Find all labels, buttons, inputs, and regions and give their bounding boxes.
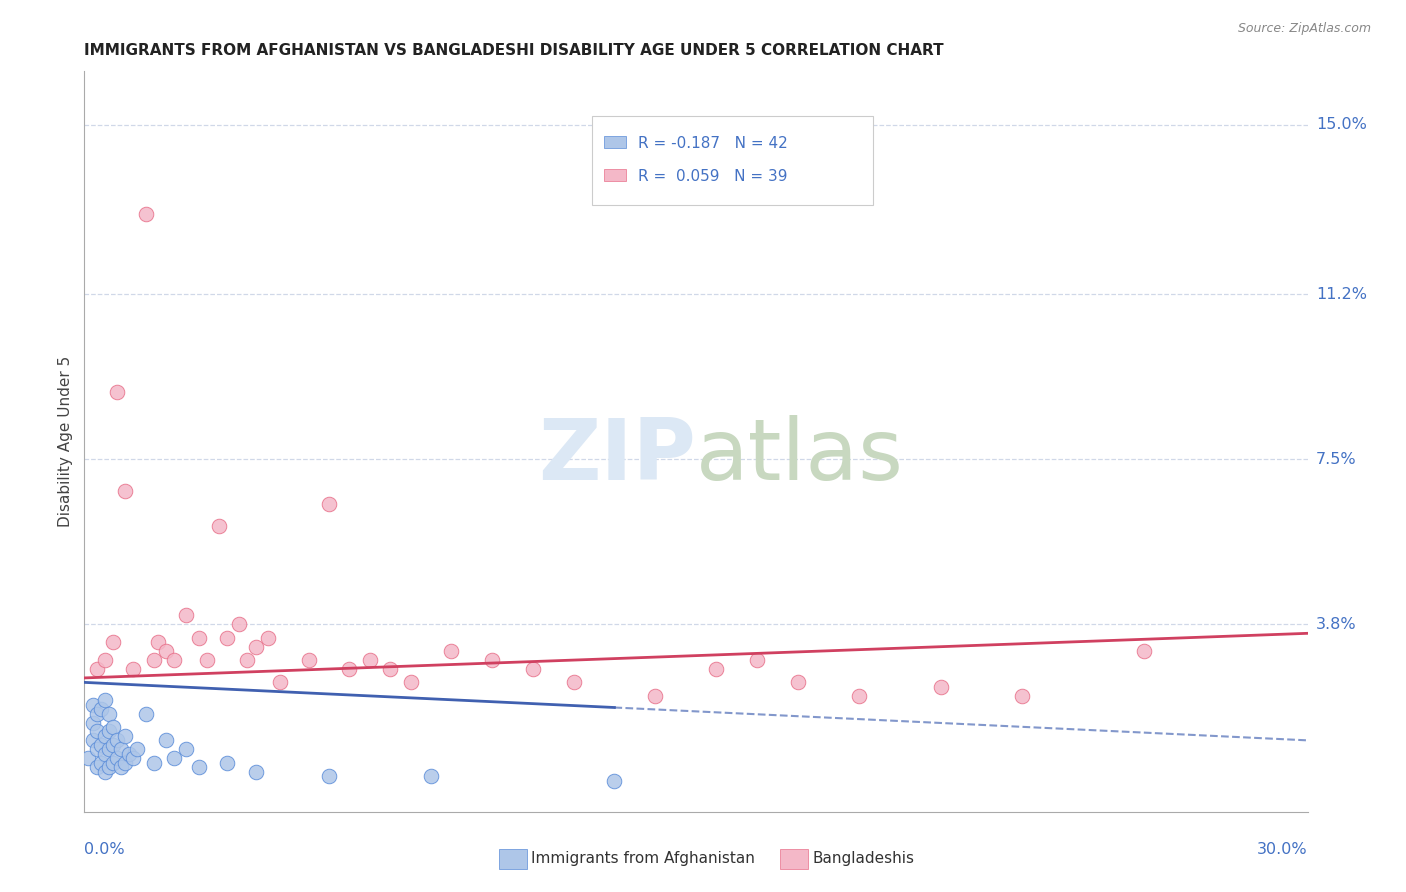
Point: [135, 207, 157, 221]
Point: [142, 756, 165, 770]
Point: [118, 747, 141, 761]
Text: Source: ZipAtlas.com: Source: ZipAtlas.com: [1237, 22, 1371, 36]
Point: [603, 773, 626, 788]
Point: [142, 653, 165, 667]
Point: [187, 631, 209, 645]
Point: [77, 751, 100, 765]
Point: [228, 617, 250, 632]
Point: [86, 760, 108, 774]
Point: [86, 706, 108, 721]
Y-axis label: Disability Age Under 5: Disability Age Under 5: [58, 356, 73, 527]
Point: [562, 675, 585, 690]
Point: [174, 608, 197, 623]
Point: [318, 497, 340, 511]
Text: IMMIGRANTS FROM AFGHANISTAN VS BANGLADESHI DISABILITY AGE UNDER 5 CORRELATION CH: IMMIGRANTS FROM AFGHANISTAN VS BANGLADES…: [84, 43, 943, 58]
Point: [195, 653, 218, 667]
Text: 11.2%: 11.2%: [1316, 287, 1367, 301]
Point: [380, 662, 402, 676]
Point: [93, 729, 115, 743]
Point: [245, 640, 267, 654]
Point: [93, 747, 115, 761]
Point: [522, 662, 544, 676]
Point: [298, 653, 321, 667]
Point: [101, 738, 124, 752]
Point: [1133, 644, 1156, 658]
Point: [97, 706, 120, 721]
FancyBboxPatch shape: [592, 116, 873, 204]
Point: [217, 631, 239, 645]
Point: [747, 653, 769, 667]
Point: [105, 751, 128, 765]
Point: [155, 644, 177, 658]
Point: [318, 769, 340, 783]
Point: [420, 769, 443, 783]
Text: 15.0%: 15.0%: [1316, 118, 1367, 132]
Point: [163, 751, 186, 765]
Text: Bangladeshis: Bangladeshis: [813, 851, 915, 865]
Point: [110, 760, 132, 774]
Point: [105, 733, 128, 747]
Point: [399, 675, 422, 690]
Point: [440, 644, 463, 658]
Point: [97, 760, 120, 774]
Point: [82, 715, 104, 730]
Point: [208, 519, 231, 533]
Point: [257, 631, 280, 645]
Point: [110, 742, 132, 756]
Point: [187, 760, 209, 774]
Text: 30.0%: 30.0%: [1257, 842, 1308, 857]
FancyBboxPatch shape: [605, 169, 626, 181]
Point: [82, 698, 104, 712]
Point: [105, 385, 128, 400]
Text: Immigrants from Afghanistan: Immigrants from Afghanistan: [531, 851, 755, 865]
Point: [135, 706, 157, 721]
Text: atlas: atlas: [696, 415, 904, 498]
Point: [101, 756, 124, 770]
Text: 3.8%: 3.8%: [1316, 617, 1357, 632]
Point: [217, 756, 239, 770]
Point: [90, 756, 112, 770]
Point: [481, 653, 503, 667]
Point: [155, 733, 177, 747]
Point: [93, 653, 115, 667]
Point: [339, 662, 361, 676]
Point: [93, 693, 115, 707]
Point: [174, 742, 197, 756]
Point: [122, 662, 145, 676]
Point: [114, 483, 136, 498]
Point: [127, 742, 149, 756]
Point: [644, 689, 666, 703]
Point: [163, 653, 186, 667]
Point: [236, 653, 259, 667]
Point: [122, 751, 145, 765]
Point: [114, 729, 136, 743]
Text: ZIP: ZIP: [538, 415, 696, 498]
Point: [101, 720, 124, 734]
Point: [93, 764, 115, 779]
Point: [929, 680, 952, 694]
Point: [245, 764, 267, 779]
Text: R = -0.187   N = 42: R = -0.187 N = 42: [638, 136, 789, 152]
Point: [787, 675, 810, 690]
Point: [86, 724, 108, 739]
Point: [97, 742, 120, 756]
Point: [97, 724, 120, 739]
Point: [86, 662, 108, 676]
Point: [82, 733, 104, 747]
Point: [269, 675, 291, 690]
Point: [848, 689, 870, 703]
Point: [90, 738, 112, 752]
Point: [706, 662, 728, 676]
Point: [359, 653, 381, 667]
Text: 0.0%: 0.0%: [84, 842, 125, 857]
Point: [146, 635, 169, 649]
Text: R =  0.059   N = 39: R = 0.059 N = 39: [638, 169, 787, 184]
Point: [90, 702, 112, 716]
Point: [114, 756, 136, 770]
Text: 7.5%: 7.5%: [1316, 452, 1357, 467]
Point: [101, 635, 124, 649]
Point: [86, 742, 108, 756]
FancyBboxPatch shape: [605, 136, 626, 148]
Point: [1011, 689, 1033, 703]
